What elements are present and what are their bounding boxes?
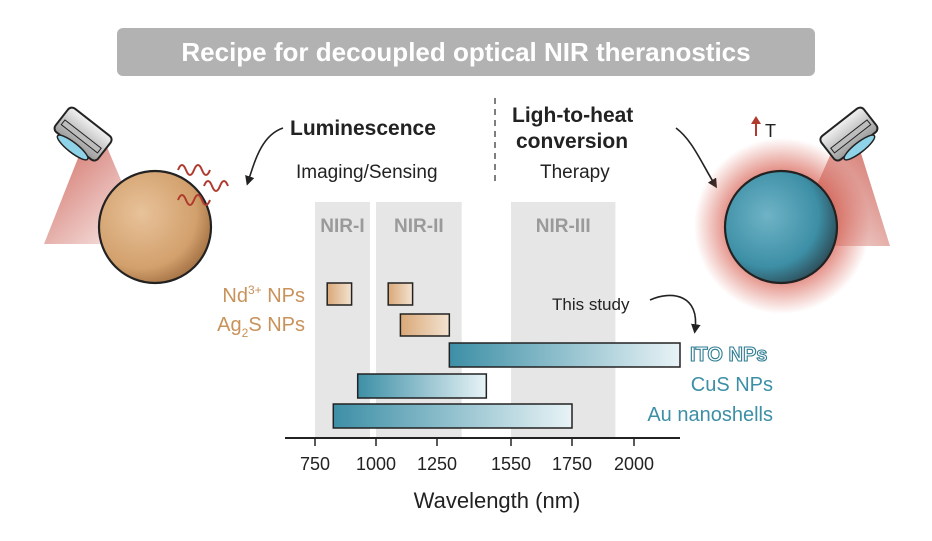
heating-illustration: T xyxy=(694,106,890,314)
temperature-label: T xyxy=(765,121,776,141)
title-banner: Recipe for decoupled optical NIR therano… xyxy=(117,28,815,76)
emission-wave-icon xyxy=(177,164,229,206)
x-tick-label: 750 xyxy=(300,454,330,474)
nd-label-rest: NPs xyxy=(262,285,305,307)
luminescence-heading: Luminescence xyxy=(290,117,436,140)
photothermal-particle xyxy=(723,169,839,285)
x-axis-label: Wavelength (nm) xyxy=(414,488,581,513)
series-label-ito: ITO NPs xyxy=(690,344,767,366)
nd-label-main: Nd xyxy=(222,285,248,307)
nir-window-band xyxy=(511,202,616,438)
temperature-up-arrow-icon xyxy=(751,116,761,136)
series-label-ag2s: Ag2S NPs xyxy=(217,314,305,340)
ag-label-sub: 2 xyxy=(242,326,249,340)
heat-heading-line2: conversion xyxy=(516,130,628,153)
ag-label-main: Ag xyxy=(217,314,241,336)
nd-label-sup: 3+ xyxy=(248,283,262,297)
range-bar xyxy=(399,313,451,337)
x-tick-label: 2000 xyxy=(614,454,654,474)
therapy-label: Therapy xyxy=(540,162,610,183)
imaging-sensing-label: Imaging/Sensing xyxy=(296,162,438,183)
curved-arrow-icon xyxy=(649,294,701,334)
series-label-cus: CuS NPs xyxy=(691,374,773,396)
curved-arrow-icon xyxy=(245,127,284,186)
curved-arrow-icon xyxy=(675,127,717,189)
range-bars xyxy=(326,282,681,429)
range-bar xyxy=(332,403,573,429)
range-bar xyxy=(387,282,414,306)
ag-label-rest: S NPs xyxy=(248,314,305,336)
nir-window-label: NIR-II xyxy=(394,216,444,237)
x-tick-label: 1000 xyxy=(356,454,396,474)
range-bar xyxy=(448,342,681,368)
x-tick-label: 1750 xyxy=(552,454,592,474)
range-bar xyxy=(326,282,353,306)
laser-head-icon xyxy=(53,106,113,162)
luminescent-particle xyxy=(97,169,213,285)
range-bar xyxy=(356,373,488,399)
x-tick-label: 1550 xyxy=(491,454,531,474)
series-label-nd: Nd3+ NPs xyxy=(222,283,305,307)
laser-head-icon xyxy=(819,106,879,162)
nir-window-label: NIR-I xyxy=(320,216,364,237)
nir-window-band xyxy=(315,202,370,438)
this-study-note: This study xyxy=(552,295,630,314)
luminescence-illustration xyxy=(44,106,229,285)
nir-windows: NIR-I NIR-II NIR-III xyxy=(315,202,616,438)
x-axis: 750 1000 1250 1550 1750 2000 xyxy=(285,437,680,474)
series-label-au: Au nanoshells xyxy=(647,404,773,426)
nir-window-label: NIR-III xyxy=(536,216,591,237)
x-tick-label: 1250 xyxy=(417,454,457,474)
heat-heading-line1: Ligh-to-heat xyxy=(512,104,633,127)
